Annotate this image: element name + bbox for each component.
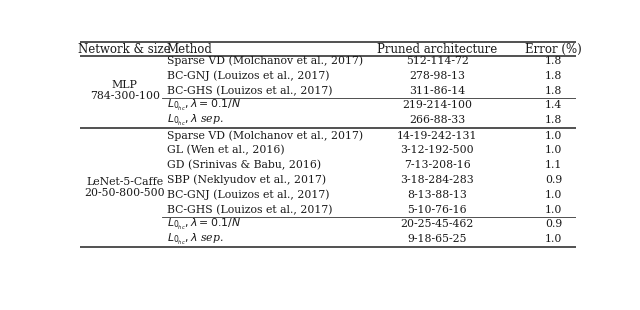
Text: 1.0: 1.0	[545, 131, 563, 141]
Text: 14-19-242-131: 14-19-242-131	[397, 131, 477, 141]
Text: 1.0: 1.0	[545, 190, 563, 200]
Text: Sparse VD (Molchanov et al., 2017): Sparse VD (Molchanov et al., 2017)	[167, 56, 363, 66]
Text: 1.4: 1.4	[545, 100, 563, 110]
Text: GD (Srinivas & Babu, 2016): GD (Srinivas & Babu, 2016)	[167, 160, 321, 171]
Text: BC-GNJ (Louizos et al., 2017): BC-GNJ (Louizos et al., 2017)	[167, 190, 330, 200]
Text: 3-18-284-283: 3-18-284-283	[400, 175, 474, 185]
Text: $L_{0_{hc}}, \lambda$ sep.: $L_{0_{hc}}, \lambda$ sep.	[167, 232, 223, 247]
Text: 5-10-76-16: 5-10-76-16	[407, 205, 467, 215]
Text: 20-25-45-462: 20-25-45-462	[401, 219, 474, 229]
Text: 1.0: 1.0	[545, 145, 563, 155]
Text: 219-214-100: 219-214-100	[402, 100, 472, 110]
Text: 1.8: 1.8	[545, 115, 563, 125]
Text: Method: Method	[167, 43, 212, 55]
Text: 7-13-208-16: 7-13-208-16	[404, 160, 470, 170]
Text: 278-98-13: 278-98-13	[409, 71, 465, 81]
Text: 3-12-192-500: 3-12-192-500	[400, 145, 474, 155]
Text: 1.0: 1.0	[545, 205, 563, 215]
Text: SBP (Neklyudov et al., 2017): SBP (Neklyudov et al., 2017)	[167, 175, 326, 185]
Text: 1.8: 1.8	[545, 71, 563, 81]
Text: $L_{0_{hc}}, \lambda$ sep.: $L_{0_{hc}}, \lambda$ sep.	[167, 113, 223, 128]
Text: GL (Wen et al., 2016): GL (Wen et al., 2016)	[167, 145, 284, 156]
Text: Error (%): Error (%)	[525, 43, 582, 55]
Text: Sparse VD (Molchanov et al., 2017): Sparse VD (Molchanov et al., 2017)	[167, 131, 363, 141]
Text: $L_{0_{hc}}, \lambda = 0.1/N$: $L_{0_{hc}}, \lambda = 0.1/N$	[167, 98, 241, 113]
Text: Network & size: Network & size	[78, 43, 171, 55]
Text: 512-114-72: 512-114-72	[406, 56, 468, 66]
Text: 0.9: 0.9	[545, 219, 563, 229]
Text: 0.9: 0.9	[545, 175, 563, 185]
Text: $L_{0_{hc}}, \lambda = 0.1/N$: $L_{0_{hc}}, \lambda = 0.1/N$	[167, 217, 241, 232]
Text: 9-18-65-25: 9-18-65-25	[408, 234, 467, 244]
Text: 311-86-14: 311-86-14	[409, 86, 465, 96]
Text: MLP
784-300-100: MLP 784-300-100	[90, 80, 159, 101]
Text: 1.0: 1.0	[545, 234, 563, 244]
Text: 1.8: 1.8	[545, 56, 563, 66]
Text: BC-GHS (Louizos et al., 2017): BC-GHS (Louizos et al., 2017)	[167, 205, 332, 215]
Text: BC-GNJ (Louizos et al., 2017): BC-GNJ (Louizos et al., 2017)	[167, 71, 330, 81]
Text: LeNet-5-Caffe
20-50-800-500: LeNet-5-Caffe 20-50-800-500	[84, 177, 165, 198]
Text: 8-13-88-13: 8-13-88-13	[407, 190, 467, 200]
Text: 266-88-33: 266-88-33	[409, 115, 465, 125]
Text: BC-GHS (Louizos et al., 2017): BC-GHS (Louizos et al., 2017)	[167, 86, 332, 96]
Text: 1.1: 1.1	[545, 160, 563, 170]
Text: Pruned architecture: Pruned architecture	[377, 43, 497, 55]
Text: 1.8: 1.8	[545, 86, 563, 96]
